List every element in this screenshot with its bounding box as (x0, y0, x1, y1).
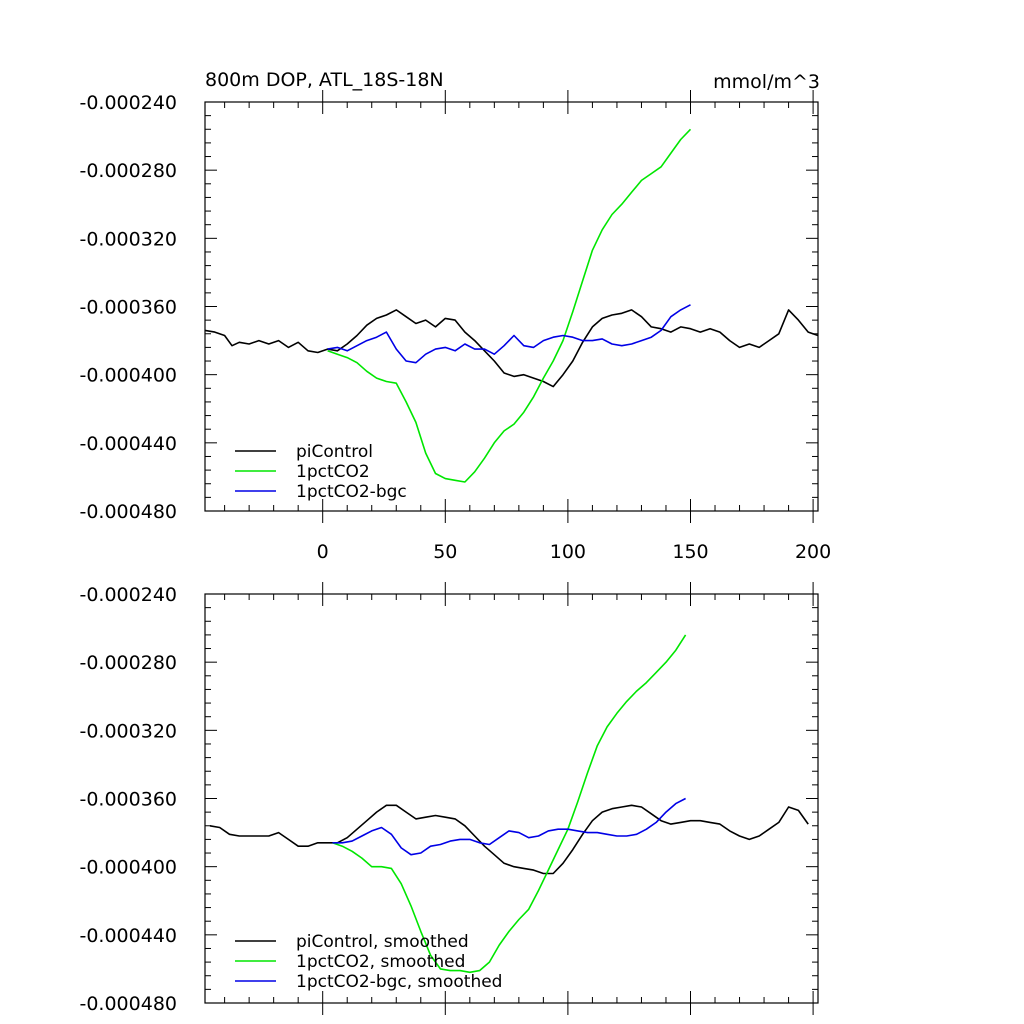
y-tick-label: -0.000320 (79, 720, 177, 742)
legend-label: 1pctCO2-bgc, smoothed (296, 972, 502, 992)
top-panel: -0.000240 -0.000280 -0.000320 -0.000360 -0.0… (79, 90, 831, 563)
legend-label: 1pctCO2-bgc (296, 482, 407, 502)
y-tick-label: -0.000320 (79, 228, 177, 250)
y-tick-label: -0.000440 (79, 433, 177, 455)
legend-label: 1pctCO2, smoothed (296, 952, 465, 972)
chart-title: 800m DOP, ATL_18S-18N (205, 69, 444, 91)
x-tick-label: 150 (672, 541, 708, 563)
y-tick-label: -0.000240 (79, 584, 177, 606)
series-line-1pctco2-smoothed (332, 634, 687, 974)
series-line-picontrol-smoothed (209, 804, 809, 875)
chart-units: mmol/m^3 (713, 71, 820, 93)
x-tick-label: 100 (550, 541, 586, 563)
y-tick-label: -0.000280 (79, 160, 177, 182)
legend-label: piControl (296, 442, 373, 462)
y-tick-label: -0.000400 (79, 365, 177, 387)
legend-label: 1pctCO2 (296, 462, 370, 482)
y-tick-label: -0.000440 (79, 925, 177, 947)
y-tick-label: -0.000480 (79, 501, 177, 523)
y-tick-label: -0.000280 (79, 652, 177, 674)
bottom-panel: -0.000240 -0.000280 -0.000320 -0.000360 -0.0… (79, 582, 819, 1015)
series-line-1pctco2-bgc-smoothed (332, 797, 686, 856)
y-tick-label: -0.000240 (79, 92, 177, 114)
x-tick-label: 200 (795, 541, 831, 563)
y-tick-label: -0.000400 (79, 857, 177, 879)
y-tick-label: -0.000360 (79, 789, 177, 811)
series-line-1pctco2 (327, 128, 692, 483)
series-line-picontrol (204, 309, 819, 388)
y-tick-label: -0.000480 (79, 993, 177, 1015)
series-line-1pctco2-bgc (327, 304, 691, 364)
legend-label: piControl, smoothed (296, 932, 469, 952)
x-tick-label: 0 (317, 541, 329, 563)
y-tick-label: -0.000360 (79, 297, 177, 319)
x-tick-label: 50 (433, 541, 457, 563)
